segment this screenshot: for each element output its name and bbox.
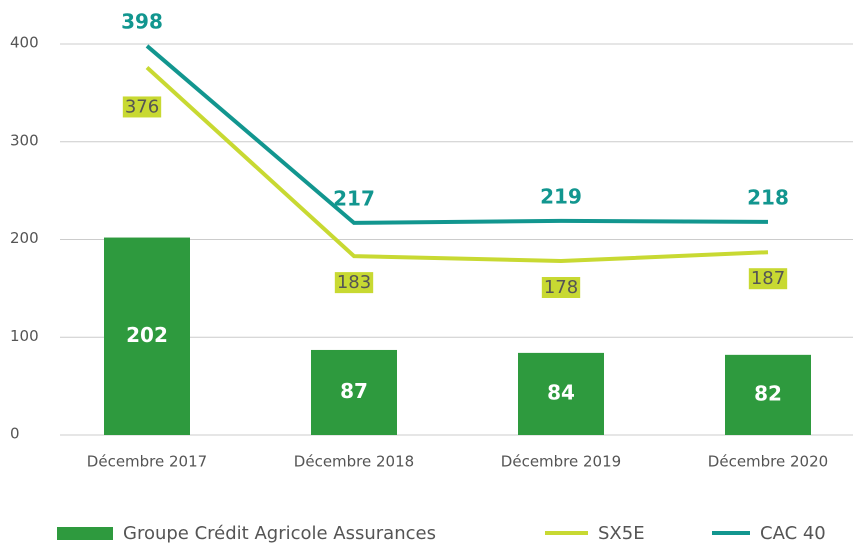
line-value-label: 398 <box>121 9 163 33</box>
line-value-label: 183 <box>337 272 371 293</box>
line-value-label-group: 183 <box>334 272 374 294</box>
label-background <box>541 277 581 299</box>
x-tick-label: Décembre 2018 <box>294 453 414 471</box>
bar-value-label: 202 <box>126 323 168 347</box>
y-tick-label: 100 <box>10 327 39 345</box>
label-background <box>122 96 162 118</box>
bar-value-label: 82 <box>754 381 782 405</box>
line <box>145 65 769 264</box>
legend-label: SX5E <box>598 523 645 544</box>
bar <box>725 354 811 435</box>
x-tick-label: Décembre 2019 <box>501 453 621 471</box>
x-tick-label: Décembre 2017 <box>87 453 207 471</box>
y-tick-label: 400 <box>10 34 39 52</box>
line-value-label-group: 376 <box>122 96 162 118</box>
label-background <box>748 268 788 290</box>
bar <box>104 237 190 435</box>
legend-swatch <box>57 527 113 540</box>
line-value-label: 178 <box>544 277 578 298</box>
bar-value-label: 87 <box>340 379 368 403</box>
line-value-label: 219 <box>540 184 582 208</box>
bar <box>518 352 604 435</box>
line-value-label: 187 <box>751 268 785 289</box>
line-value-label-group: 178 <box>541 277 581 299</box>
bar <box>311 349 397 435</box>
legend-label: Groupe Crédit Agricole Assurances <box>123 523 436 544</box>
line <box>145 44 769 225</box>
label-background <box>334 272 374 294</box>
line-value-label: 376 <box>125 96 159 117</box>
x-tick-label: Décembre 2020 <box>708 453 828 471</box>
line-value-label: 218 <box>747 185 789 209</box>
y-tick-label: 200 <box>10 229 39 247</box>
line-value-label: 217 <box>333 186 375 210</box>
bar-value-label: 84 <box>547 380 575 404</box>
line-value-label-group: 187 <box>748 268 788 290</box>
legend-label: CAC 40 <box>760 523 826 544</box>
y-tick-label: 300 <box>10 131 39 149</box>
y-tick-label: 0 <box>10 425 20 443</box>
